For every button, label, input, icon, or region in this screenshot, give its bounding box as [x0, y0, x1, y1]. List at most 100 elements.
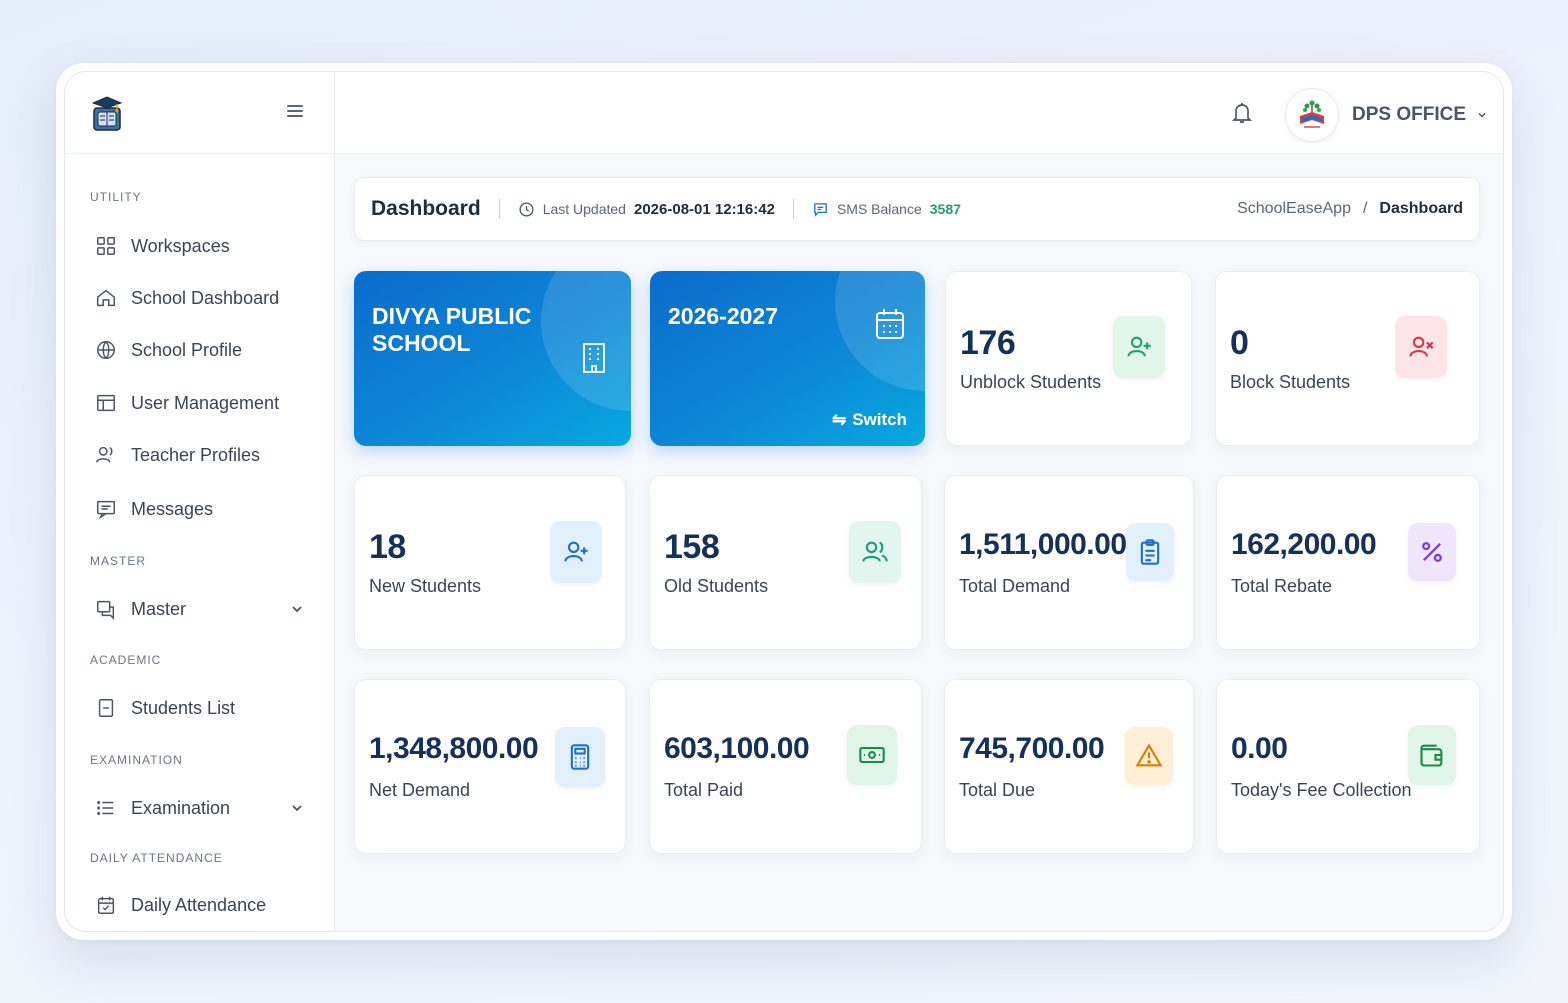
wallet-icon	[1420, 744, 1443, 767]
sidebar-item-school-profile[interactable]: School Profile	[95, 333, 305, 367]
warning-icon	[1135, 743, 1163, 767]
stat-label: Total Paid	[664, 780, 744, 800]
sidebar-item-label: User Management	[131, 392, 280, 413]
icon-box	[1113, 316, 1165, 378]
sidebar-item-label: School Profile	[131, 339, 243, 360]
message-icon	[97, 500, 115, 520]
stat-card-block-students: 0 Block Students	[1215, 271, 1480, 446]
sidebar-brand	[65, 72, 334, 154]
menu-toggle-icon[interactable]	[285, 102, 309, 122]
sidebar: UTILITY Workspaces School Dashboard Scho…	[65, 72, 335, 931]
sms-balance: SMS Balance 3587	[812, 201, 961, 218]
user-x-icon	[1409, 336, 1434, 357]
breadcrumb-root[interactable]: SchoolEaseApp	[1237, 200, 1351, 217]
notification-bell-icon[interactable]	[1230, 100, 1254, 126]
stat-label: Total Due	[959, 780, 1036, 800]
sms-balance-value: 3587	[929, 201, 961, 217]
calculator-icon	[570, 744, 590, 770]
section-master: MASTER	[90, 554, 147, 568]
stat-label: Total Demand	[959, 576, 1071, 596]
stat-value: 0.00	[1231, 732, 1288, 765]
stat-card-total-paid: 603,100.00 Total Paid	[649, 679, 922, 854]
sidebar-item-label: Master	[131, 598, 187, 619]
divider	[498, 199, 500, 219]
calendar-icon[interactable]	[874, 307, 906, 341]
app-window: UTILITY Workspaces School Dashboard Scho…	[64, 71, 1504, 932]
sidebar-item-school-dashboard[interactable]: School Dashboard	[95, 281, 305, 315]
stat-value: 745,700.00	[959, 732, 1105, 765]
chevron-down-icon[interactable]	[289, 601, 305, 617]
stat-value: 18	[369, 528, 406, 566]
icon-box	[1395, 316, 1447, 378]
clipboard-icon	[1140, 539, 1160, 565]
app-frame: UTILITY Workspaces School Dashboard Scho…	[56, 63, 1512, 940]
stat-value: 1,348,800.00	[369, 732, 539, 765]
breadcrumb: SchoolEaseApp / Dashboard	[1237, 200, 1463, 218]
sms-icon	[814, 202, 827, 217]
globe-icon	[97, 341, 115, 360]
page-title: Dashboard	[371, 197, 481, 220]
school-card: DIVYA PUBLIC SCHOOL	[354, 271, 631, 446]
calendar-check-icon	[97, 896, 115, 914]
stat-label: Block Students	[1230, 372, 1351, 392]
home-icon	[97, 289, 115, 307]
sidebar-item-examination[interactable]: Examination	[95, 791, 305, 825]
stat-card-todays-fee-collection: 0.00 Today's Fee Collection	[1216, 679, 1480, 854]
stat-value: 603,100.00	[664, 732, 810, 765]
stat-label: Net Demand	[369, 780, 471, 800]
sidebar-item-workspaces[interactable]: Workspaces	[95, 229, 305, 263]
breadcrumb-current: Dashboard	[1379, 200, 1463, 217]
sidebar-item-master[interactable]: Master	[95, 592, 305, 626]
sidebar-item-label: School Dashboard	[131, 287, 280, 308]
stat-card-net-demand: 1,348,800.00 Net Demand	[354, 679, 626, 854]
stat-value: 158	[664, 528, 720, 566]
divider	[792, 199, 794, 219]
sidebar-item-user-management[interactable]: User Management	[95, 386, 305, 420]
breadcrumb-separator: /	[1362, 200, 1368, 217]
sidebar-item-messages[interactable]: Messages	[95, 492, 305, 526]
stat-label: Total Rebate	[1231, 576, 1333, 596]
sidebar-item-label: Teacher Profiles	[131, 444, 261, 465]
stat-value: 0	[1230, 324, 1249, 362]
layout-icon	[97, 394, 115, 412]
school-emblem-icon	[1300, 100, 1324, 128]
icon-box	[555, 727, 605, 787]
sidebar-item-label: Messages	[131, 498, 214, 519]
percent-icon	[1422, 542, 1442, 562]
user-name: DPS OFFICE	[1352, 104, 1467, 125]
grid-icon	[97, 237, 115, 255]
stat-card-new-students: 18 New Students	[354, 475, 626, 650]
sms-balance-label: SMS Balance	[836, 201, 922, 217]
list-icon	[97, 801, 114, 815]
sidebar-item-label: Workspaces	[131, 235, 230, 256]
users-icon	[96, 446, 113, 463]
chevron-down-icon[interactable]	[289, 800, 305, 816]
sidebar-item-students-list[interactable]: Students List	[95, 691, 305, 725]
user-menu[interactable]: DPS OFFICE	[1352, 104, 1488, 126]
topbar: DPS OFFICE	[335, 72, 1503, 154]
users-icon	[862, 541, 888, 562]
building-icon	[583, 343, 605, 373]
sidebar-item-daily-attendance[interactable]: Daily Attendance	[95, 888, 305, 922]
stat-label: New Students	[369, 576, 482, 596]
chat-icon	[97, 600, 115, 620]
section-academic: ACADEMIC	[90, 653, 162, 667]
icon-box	[1126, 523, 1174, 581]
avatar[interactable]	[1285, 88, 1339, 142]
icon-box	[1125, 727, 1173, 785]
icon-box	[1408, 725, 1456, 785]
icon-box	[847, 725, 897, 785]
school-name: DIVYA PUBLIC SCHOOL	[372, 303, 532, 356]
stat-card-unblock-students: 176 Unblock Students	[945, 271, 1192, 446]
chevron-down-icon	[1478, 112, 1486, 118]
switch-session-button[interactable]: ⇋ Switch	[832, 410, 907, 430]
section-daily-attendance: DAILY ATTENDANCE	[90, 851, 223, 865]
school-logo-icon[interactable]	[91, 94, 123, 132]
sidebar-item-teacher-profiles[interactable]: Teacher Profiles	[95, 438, 305, 472]
stat-card-total-demand: 1,511,000.00 Total Demand	[944, 475, 1194, 650]
sidebar-item-label: Students List	[131, 697, 236, 718]
swap-icon: ⇋	[831, 410, 847, 429]
last-updated-label: Last Updated	[542, 201, 626, 217]
stat-value: 162,200.00	[1231, 528, 1377, 561]
icon-box	[1408, 523, 1456, 581]
